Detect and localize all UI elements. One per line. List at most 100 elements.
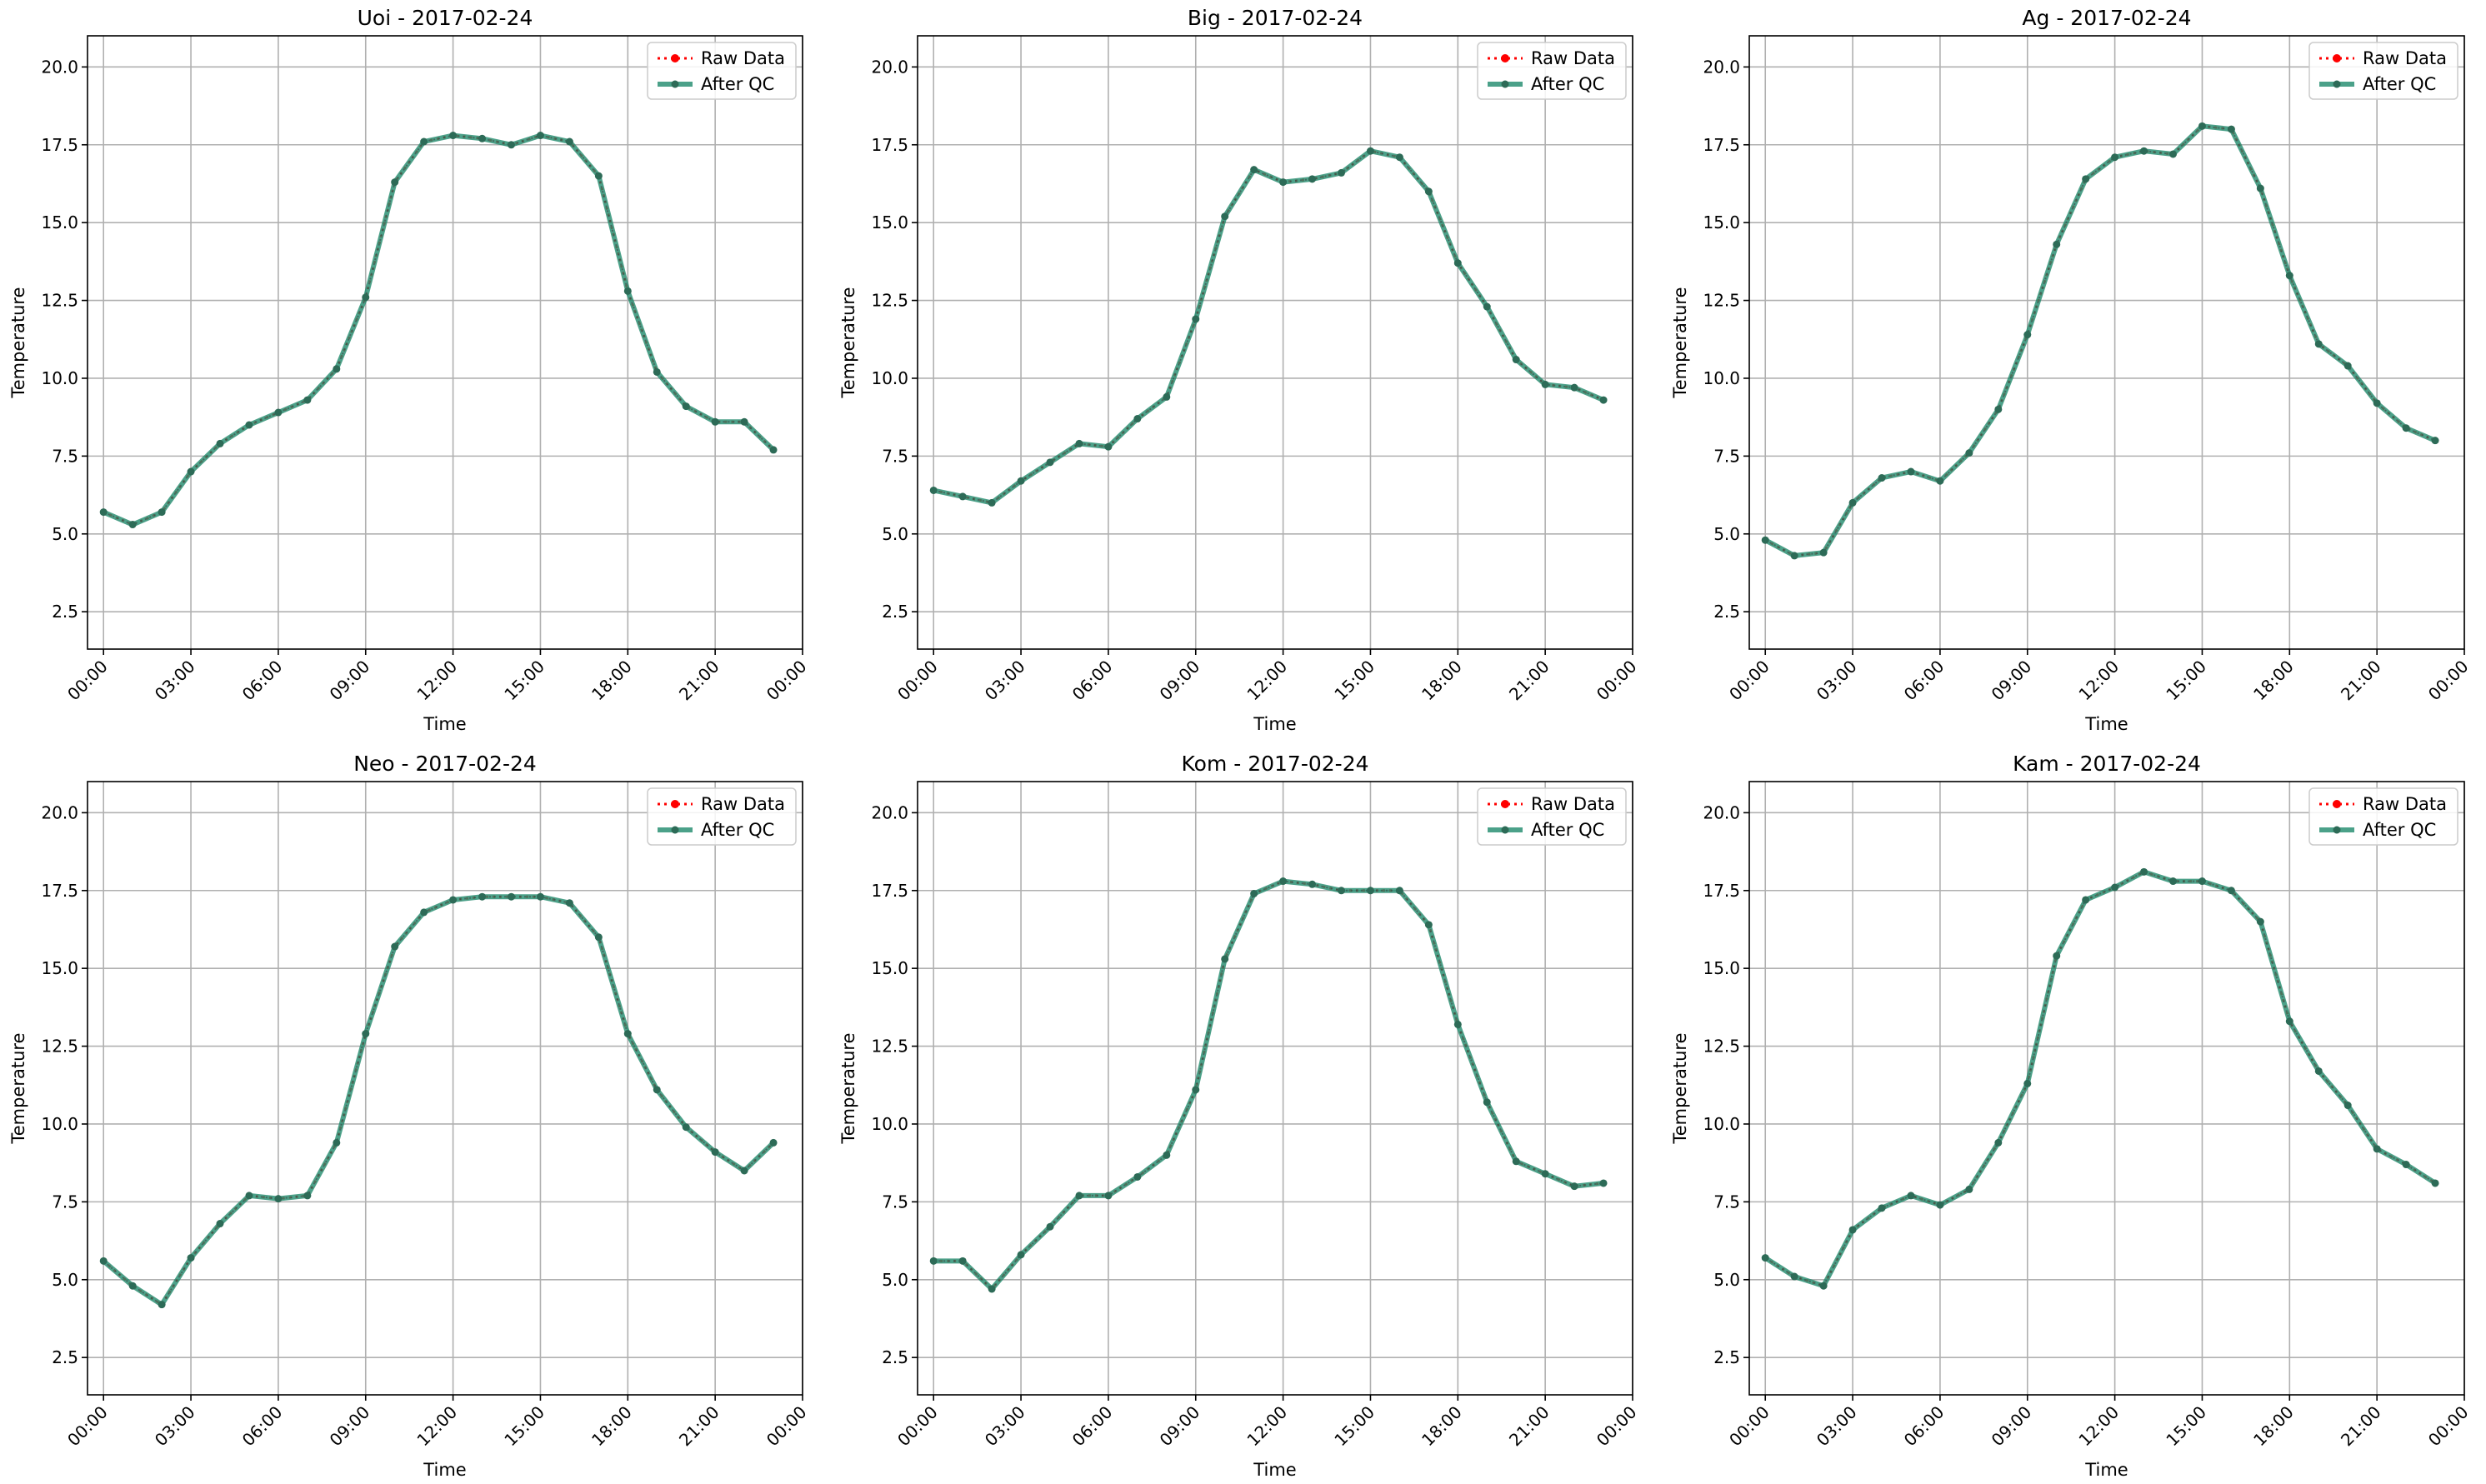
y-tick-label: 10.0 [1703, 368, 1740, 388]
data-point [1308, 175, 1317, 183]
legend-marker-after-qc [2333, 80, 2341, 88]
data-point [1790, 552, 1798, 560]
series-line-raw-data [933, 880, 1604, 1292]
x-tick-label: 21:00 [2337, 657, 2385, 705]
data-point [1790, 1272, 1798, 1281]
data-point [536, 892, 544, 901]
x-tick-label: 09:00 [1988, 657, 2036, 705]
data-point [740, 1167, 748, 1175]
legend: Raw Data After QC [1477, 42, 1627, 100]
y-tick-label: 7.5 [1713, 1192, 1740, 1212]
data-point [1250, 889, 1258, 897]
legend: Raw Data After QC [1477, 787, 1627, 846]
x-tick-label: 18:00 [1418, 1402, 1466, 1451]
y-tick-label: 10.0 [871, 368, 908, 388]
data-point [653, 1086, 661, 1094]
legend-label-raw-data: Raw Data [701, 48, 785, 68]
y-tick-label: 10.0 [1703, 1114, 1740, 1134]
data-point [653, 367, 661, 376]
data-point [362, 1030, 370, 1038]
data-point [333, 365, 341, 373]
data-point [1424, 921, 1433, 929]
data-point [565, 137, 573, 146]
data-point [623, 287, 632, 295]
data-point [2256, 184, 2264, 192]
data-point [1819, 548, 1828, 557]
data-point [449, 132, 458, 140]
data-point [478, 892, 487, 901]
x-tick-label: 03:00 [151, 657, 199, 705]
x-tick-label: 00:00 [63, 1402, 112, 1451]
data-point [769, 446, 778, 454]
legend-label-after-qc: After QC [1531, 74, 1604, 94]
x-tick-label: 09:00 [1156, 657, 1204, 705]
data-point [2402, 1161, 2410, 1169]
legend-label-raw-data: Raw Data [2363, 794, 2447, 814]
x-tick-label: 15:00 [2162, 657, 2210, 705]
data-point [1338, 168, 1346, 177]
y-tick-label: 5.0 [882, 1270, 908, 1290]
x-tick-label: 09:00 [1156, 1402, 1204, 1451]
data-point [2314, 1067, 2323, 1075]
data-point [1907, 1192, 1915, 1200]
x-tick-label: 00:00 [1725, 657, 1773, 705]
data-point [274, 408, 283, 417]
legend: Raw Data After QC [2308, 42, 2458, 100]
data-point [333, 1138, 341, 1147]
x-tick-label: 21:00 [2337, 1402, 2385, 1451]
x-tick-label: 09:00 [1988, 1402, 2036, 1451]
chart-title: Neo - 2017-02-24 [353, 752, 537, 776]
x-tick-label: 00:00 [893, 657, 942, 705]
data-point [1424, 187, 1433, 196]
legend-label-raw-data: Raw Data [2363, 48, 2447, 68]
y-tick-label: 10.0 [41, 1114, 78, 1134]
data-point [2373, 399, 2381, 407]
y-tick-label: 2.5 [1713, 1347, 1740, 1367]
data-point [508, 892, 516, 901]
data-point [2023, 331, 2032, 339]
data-point [362, 293, 370, 302]
data-point [682, 1123, 690, 1132]
data-point [2111, 883, 2119, 892]
x-axis-label: Time [2084, 714, 2128, 734]
data-point [420, 137, 428, 146]
series-line-after-qc [103, 132, 776, 527]
data-point [594, 933, 603, 942]
data-point [711, 417, 719, 426]
data-point [478, 134, 487, 142]
data-point [1512, 1157, 1520, 1166]
y-tick-label: 12.5 [1703, 1037, 1740, 1057]
data-point [99, 1257, 108, 1265]
data-point [536, 132, 544, 140]
data-point [1104, 442, 1113, 451]
data-point [1599, 396, 1608, 404]
data-point [216, 1220, 224, 1228]
x-tick-label: 12:00 [413, 657, 461, 705]
subplot: 00:00 03:00 06:00 09:00 12:00 15:00 18:00 21:00… [8, 6, 811, 734]
legend-marker-raw-data [671, 800, 679, 808]
y-tick-label: 7.5 [882, 1192, 908, 1212]
data-point [2198, 122, 2206, 130]
data-point [2402, 424, 2410, 432]
legend-marker-raw-data [2333, 54, 2341, 62]
data-point [1907, 467, 1915, 476]
data-point [1453, 259, 1462, 267]
data-point [158, 1301, 166, 1309]
y-tick-label: 10.0 [41, 368, 78, 388]
subplot: 00:00 03:00 06:00 09:00 12:00 15:00 18:00 21:00… [838, 6, 1641, 734]
chart-title: Kom - 2017-02-24 [1182, 752, 1369, 776]
data-point [158, 508, 166, 517]
data-point [1819, 1282, 1828, 1290]
data-point [1250, 166, 1258, 174]
data-point [565, 899, 573, 907]
y-axis-label: Temperature [1670, 1032, 1690, 1144]
data-point [274, 1195, 283, 1203]
y-tick-label: 20.0 [871, 802, 908, 822]
series-line-after-qc [1763, 123, 2437, 558]
data-point [2082, 175, 2090, 183]
data-point [2169, 150, 2178, 158]
y-tick-label: 2.5 [882, 602, 908, 622]
data-point [2140, 867, 2148, 876]
series-line-after-qc [933, 148, 1605, 506]
